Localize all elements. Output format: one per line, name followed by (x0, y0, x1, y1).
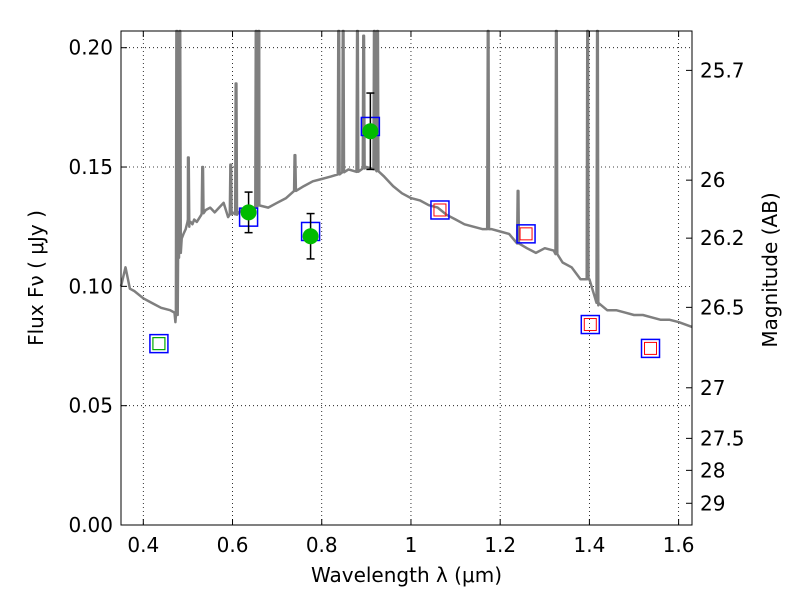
y2-tick-label: 26.5 (700, 295, 745, 319)
y2-tick-label: 26.2 (700, 226, 745, 250)
y2-tick-label: 26 (700, 168, 725, 192)
x-axis-title: Wavelength λ (μm) (311, 563, 502, 587)
x-tick-label: 0.8 (306, 533, 338, 557)
y-tick-label: 0.15 (68, 155, 113, 179)
observed-point (362, 123, 379, 140)
plot-frame (120, 30, 693, 526)
model-photometry-square (430, 200, 450, 220)
upper-limit-square (433, 203, 447, 217)
y-tick-label: 0.10 (68, 274, 113, 298)
y-tick-label: 0.00 (68, 513, 113, 537)
model-spectrum (119, 29, 693, 329)
x-tick-label: 1.4 (573, 533, 605, 557)
x-tick-label: 1.2 (484, 533, 516, 557)
upper-limit-square (583, 318, 597, 332)
green-open-square (152, 337, 166, 351)
model-photometry-square (149, 333, 169, 354)
x-tick-label: 1 (405, 533, 418, 557)
y2-tick-label: 27.5 (700, 426, 745, 450)
y2-tick-label: 27 (700, 376, 725, 400)
y2-axis-title: Magnitude (AB) (758, 192, 782, 347)
model-photometry-square (516, 224, 536, 244)
photometry-markers (149, 92, 661, 359)
y-tick-label: 0.05 (68, 394, 113, 418)
model-photometry-square (580, 314, 601, 335)
model-photometry-square (640, 338, 661, 359)
y2-tick-label: 28 (700, 458, 725, 482)
spectrum-line (119, 29, 693, 329)
y2-tick-label: 25.7 (700, 58, 745, 82)
y-tick-label: 0.20 (68, 36, 113, 60)
upper-limit-square (519, 227, 533, 241)
x-tick-label: 0.4 (127, 533, 159, 557)
observed-point (302, 228, 319, 245)
x-tick-label: 0.6 (217, 533, 249, 557)
axes: 0.4 0.6 0.8 1 1.2 1.4 1.6 0.00 0.05 0.10 0.15 0.20 2… (68, 31, 745, 557)
grid-lines (121, 31, 692, 526)
y-axis-title: Flux Fν ( μJy ) (24, 210, 48, 346)
y2-tick-label: 29 (700, 491, 725, 515)
observed-point (240, 204, 257, 221)
upper-limit-square (644, 341, 658, 355)
x-tick-label: 1.6 (663, 533, 695, 557)
